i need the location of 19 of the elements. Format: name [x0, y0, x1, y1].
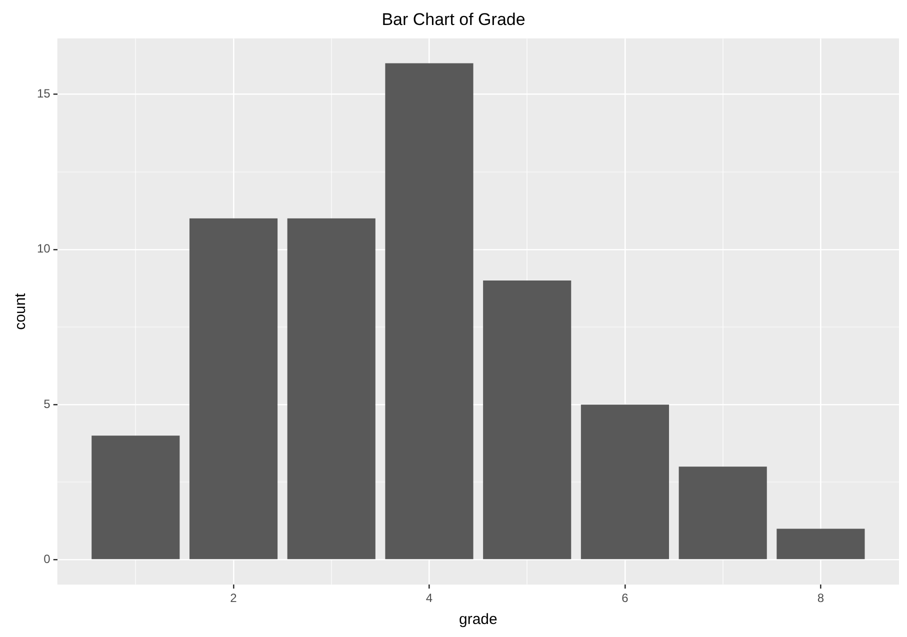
- bar: [776, 528, 865, 560]
- bar: [189, 218, 278, 560]
- x-tick-label: 6: [622, 591, 629, 606]
- y-tick-label: 5: [44, 396, 51, 411]
- bar: [287, 218, 376, 560]
- y-tick-label: 10: [36, 242, 51, 256]
- x-axis-title: grade: [458, 611, 498, 628]
- bar: [580, 404, 670, 560]
- x-tick-label: 8: [817, 591, 824, 606]
- bar: [385, 63, 474, 560]
- bar: [678, 466, 767, 560]
- y-axis-title: count: [12, 292, 30, 330]
- x-tick-label: 4: [426, 591, 433, 606]
- bar: [483, 280, 572, 560]
- y-tick-label: 15: [36, 86, 51, 101]
- bar: [92, 436, 180, 560]
- chart-title: Bar Chart of Grade: [382, 10, 526, 29]
- y-tick-label: 0: [44, 552, 51, 566]
- x-tick-label: 2: [230, 591, 238, 606]
